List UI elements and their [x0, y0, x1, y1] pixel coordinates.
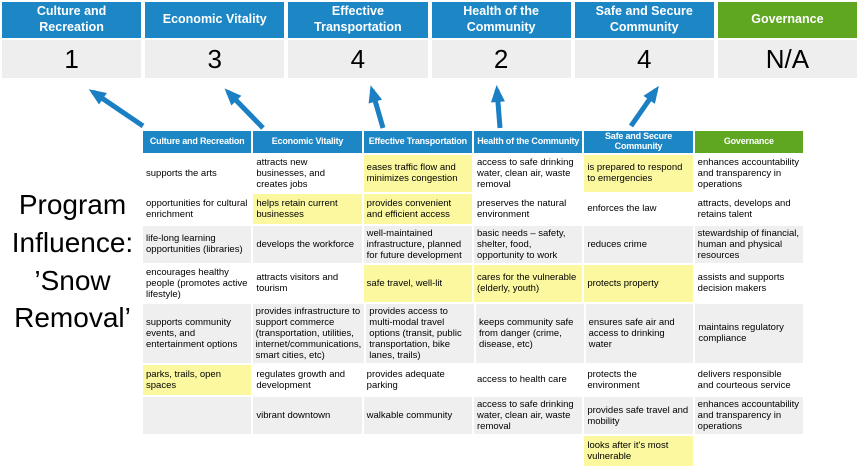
- matrix-cell: assists and supports decision makers: [694, 264, 803, 302]
- scoreboard-column: Culture and Recreation 1: [2, 2, 142, 78]
- matrix-cell: attracts new businesses, and creates job…: [253, 154, 362, 192]
- up-arrow-icon: [628, 85, 659, 128]
- matrix-cell: [474, 436, 583, 467]
- matrix-cell: [694, 436, 803, 467]
- matrix-cell: stewardship of financial, human and phys…: [694, 225, 803, 263]
- matrix-cell: provides adequate parking: [363, 365, 472, 395]
- matrix-row: vibrant downtown walkable community access…: [143, 397, 803, 435]
- matrix-cell: encourages healthy people (promotes acti…: [143, 264, 252, 302]
- score-value: N/A: [717, 40, 857, 78]
- matrix-column-header: Effective Transportation: [363, 131, 472, 153]
- scoreboard: Culture and Recreation 1 Economic Vitality…: [2, 2, 857, 78]
- matrix-cell: access to safe drinking water, clean air…: [474, 154, 583, 192]
- matrix-cell: [143, 397, 252, 435]
- scoreboard-column: Effective Transportation 4: [288, 2, 428, 78]
- up-arrow-icon: [490, 85, 505, 129]
- matrix-row: supports community events, and entertain…: [143, 303, 803, 363]
- matrix-cell: enhances accountability and transparency…: [694, 397, 803, 435]
- matrix-cell-highlighted: is prepared to respond to emergencies: [584, 154, 693, 192]
- matrix-column-header: Health of the Community: [474, 131, 583, 153]
- matrix-cell: delivers responsible and courteous servi…: [694, 365, 803, 395]
- matrix-cell: develops the workforce: [253, 225, 362, 263]
- matrix-cell: access to safe drinking water, clean air…: [474, 397, 583, 435]
- matrix-cell: reduces crime: [584, 225, 693, 263]
- matrix-cell-highlighted: cares for the vulnerable (elderly, youth…: [474, 264, 583, 302]
- matrix-cell: regulates growth and development: [253, 365, 362, 395]
- matrix-cell: [363, 436, 472, 467]
- matrix-cell: enhances accountability and transparency…: [694, 154, 803, 192]
- matrix-row: opportunities for cultural enrichment hel…: [143, 193, 803, 224]
- matrix-cell-highlighted: provides infrastructure to support comme…: [252, 303, 365, 363]
- category-header: Health of the Community: [431, 2, 571, 38]
- program-title: Program Influence: ’Snow Removal’: [0, 186, 145, 337]
- matrix-cell: vibrant downtown: [253, 397, 362, 435]
- matrix-row: parks, trails, open spaces regulates grow…: [143, 365, 803, 395]
- category-header: Culture and Recreation: [2, 2, 142, 38]
- matrix-cell-highlighted: provides safe travel and mobility: [584, 397, 693, 435]
- matrix-cell-highlighted: protects property: [584, 264, 693, 302]
- matrix-cell-highlighted: parks, trails, open spaces: [143, 365, 252, 395]
- score-value: 1: [2, 40, 142, 78]
- category-header: Economic Vitality: [145, 2, 285, 38]
- score-value: 3: [145, 40, 285, 78]
- up-arrow-icon: [88, 89, 145, 129]
- score-value: 4: [288, 40, 428, 78]
- scoreboard-column: Health of the Community 2: [431, 2, 571, 78]
- matrix-cell: opportunities for cultural enrichment: [143, 193, 252, 224]
- matrix-row: looks after it's most vulnerable: [143, 436, 803, 467]
- matrix-cell-highlighted: helps retain current businesses: [253, 193, 362, 224]
- scoreboard-column: Safe and Secure Community 4: [574, 2, 714, 78]
- matrix-cell-highlighted: eases traffic flow and minimizes congest…: [363, 154, 472, 192]
- matrix-cell-highlighted: basic needs – safety, shelter, food, opp…: [474, 225, 583, 263]
- matrix-cell-highlighted: provides convenient and efficient access: [363, 193, 472, 224]
- program-title-line: ’Snow: [34, 264, 111, 296]
- matrix-column-header: Safe and Secure Community: [584, 131, 693, 153]
- program-title-line: Influence:: [11, 226, 134, 258]
- program-title-line: Program: [18, 189, 127, 220]
- matrix-row: supports the arts attracts new businesses…: [143, 154, 803, 192]
- score-value: 2: [431, 40, 571, 78]
- matrix-cell: attracts, develops and retains talent: [694, 193, 803, 224]
- matrix-cell: supports community events, and entertain…: [143, 303, 251, 363]
- matrix-cell: [253, 436, 362, 467]
- score-value: 4: [574, 40, 714, 78]
- up-arrow-icon: [368, 85, 386, 129]
- influence-matrix: Culture and Recreation Economic Vitality E…: [143, 131, 803, 468]
- category-header: Governance: [717, 2, 857, 38]
- matrix-cell: preserves the natural environment: [474, 193, 583, 224]
- matrix-cell-highlighted: provides access to multi-modal travel op…: [366, 303, 474, 363]
- up-arrow-icon: [224, 88, 265, 130]
- matrix-cell-highlighted: safe travel, well-lit: [363, 264, 472, 302]
- category-header: Safe and Secure Community: [574, 2, 714, 38]
- matrix-cell-highlighted: keeps community safe from danger (crime,…: [475, 303, 584, 363]
- scoreboard-column: Economic Vitality 3: [145, 2, 285, 78]
- matrix-body: supports the arts attracts new businesses…: [143, 154, 803, 467]
- matrix-cell: supports the arts: [143, 154, 252, 192]
- matrix-header-row: Culture and Recreation Economic Vitality E…: [143, 131, 803, 153]
- matrix-cell: life-long learning opportunities (librar…: [143, 225, 252, 263]
- influence-arrows: [88, 85, 659, 130]
- matrix-row: encourages healthy people (promotes acti…: [143, 264, 803, 302]
- matrix-column-header: Culture and Recreation: [143, 131, 252, 153]
- matrix-cell: maintains regulatory compliance: [695, 303, 803, 363]
- matrix-cell: attracts visitors and tourism: [253, 264, 362, 302]
- matrix-cell: [143, 436, 252, 467]
- scoreboard-column: Governance N/A: [717, 2, 857, 78]
- matrix-cell: well-maintained infrastructure, planned …: [363, 225, 472, 263]
- matrix-cell: enforces the law: [584, 193, 693, 224]
- matrix-column-header: Governance: [694, 131, 803, 153]
- matrix-column-header: Economic Vitality: [253, 131, 362, 153]
- category-header: Effective Transportation: [288, 2, 428, 38]
- matrix-cell: ensures safe air and access to drinking …: [585, 303, 694, 363]
- program-title-line: Removal’: [14, 302, 131, 334]
- matrix-cell-highlighted: looks after it's most vulnerable: [584, 436, 693, 467]
- matrix-cell: protects the environment: [584, 365, 693, 395]
- matrix-row: life-long learning opportunities (librar…: [143, 225, 803, 263]
- matrix-cell: access to health care: [474, 365, 583, 395]
- matrix-cell: walkable community: [363, 397, 472, 435]
